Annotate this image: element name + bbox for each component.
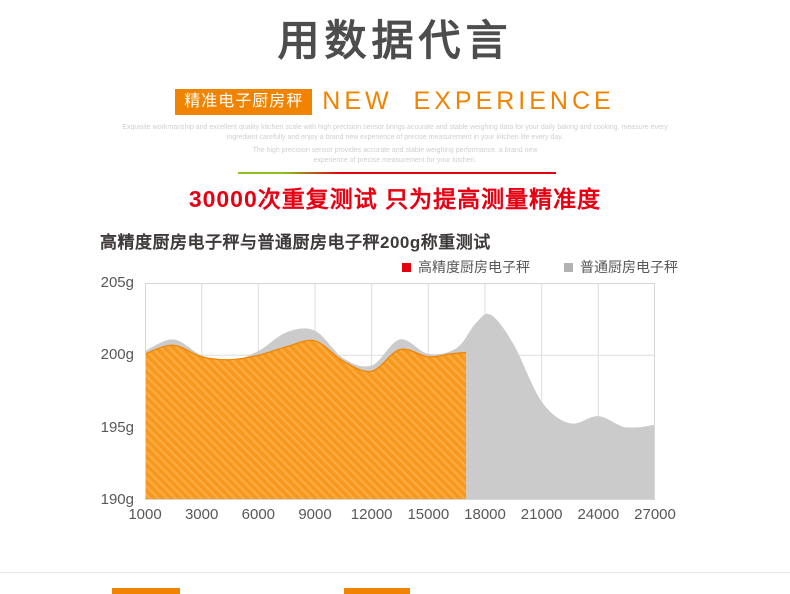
x-tick-label: 15000	[407, 506, 450, 523]
legend-label-high-precision: 高精度厨房电子秤	[418, 259, 530, 275]
x-tick-label: 9000	[298, 506, 332, 523]
x-tick-label: 18000	[464, 506, 506, 523]
x-tick-label: 12000	[350, 506, 393, 523]
test-claim-heading: 30000次重复测试 只为提高测量精准度	[188, 186, 602, 212]
x-axis-labels: 1000 3000 6000 9000 12000 15000 18000 21000 2400…	[128, 506, 676, 526]
legend-label-ordinary: 普通厨房电子秤	[580, 259, 678, 275]
chart-title: 高精度厨房电子秤与普通厨房电子秤200g称重测试	[100, 233, 491, 252]
legend-item-high-precision: 高精度厨房电子秤	[402, 257, 530, 277]
legend-marker-red-icon	[402, 262, 411, 272]
section-divider	[0, 572, 790, 573]
fine-print-paragraph-2: The high precision sensor provides accur…	[252, 147, 538, 164]
legend-marker-gray-icon	[564, 262, 573, 272]
x-tick-label: 27000	[634, 506, 676, 523]
chart-canvas	[144, 282, 656, 501]
y-tick-label: 190g	[100, 491, 134, 508]
legend-item-ordinary: 普通厨房电子秤	[564, 257, 678, 277]
page-title: 用数据代言	[277, 17, 513, 64]
y-axis-labels: 205g 200g 195g 190g	[94, 274, 140, 508]
subtitle-english: NEW EXPERIENCE	[322, 87, 615, 115]
y-tick-label: 200g	[100, 346, 134, 364]
y-tick-label: 195g	[100, 418, 134, 436]
y-tick-label: 205g	[100, 274, 134, 291]
x-tick-label: 3000	[184, 506, 219, 523]
subtitle-row: 精准电子厨房秤 NEW EXPERIENCE	[0, 87, 790, 116]
next-section-stub-2	[344, 588, 410, 594]
x-tick-label: 1000	[128, 506, 162, 523]
x-tick-label: 21000	[520, 506, 563, 523]
weight-test-chart	[144, 282, 656, 501]
accent-divider-line	[238, 172, 556, 174]
x-tick-label: 24000	[577, 506, 620, 523]
next-section-stub-1	[112, 588, 180, 594]
chart-legend: 高精度厨房电子秤 普通厨房电子秤	[402, 257, 678, 277]
fine-print-paragraph-1: Exquisite workmanship and excellent qual…	[122, 124, 668, 141]
x-tick-label: 6000	[241, 506, 276, 523]
product-name-badge: 精准电子厨房秤	[175, 88, 313, 115]
